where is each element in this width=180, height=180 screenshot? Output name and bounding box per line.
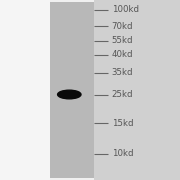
Text: 40kd: 40kd — [112, 50, 133, 59]
Bar — [0, 0, 50, 180]
Text: 10kd: 10kd — [112, 149, 133, 158]
Bar — [94, 0, 180, 180]
Text: 70kd: 70kd — [112, 22, 133, 31]
Text: 25kd: 25kd — [112, 90, 133, 99]
Text: 100kd: 100kd — [112, 5, 139, 14]
Bar — [50, 2, 94, 178]
Text: 55kd: 55kd — [112, 36, 133, 45]
Text: 15kd: 15kd — [112, 119, 133, 128]
Text: 35kd: 35kd — [112, 68, 133, 77]
Ellipse shape — [58, 90, 81, 99]
